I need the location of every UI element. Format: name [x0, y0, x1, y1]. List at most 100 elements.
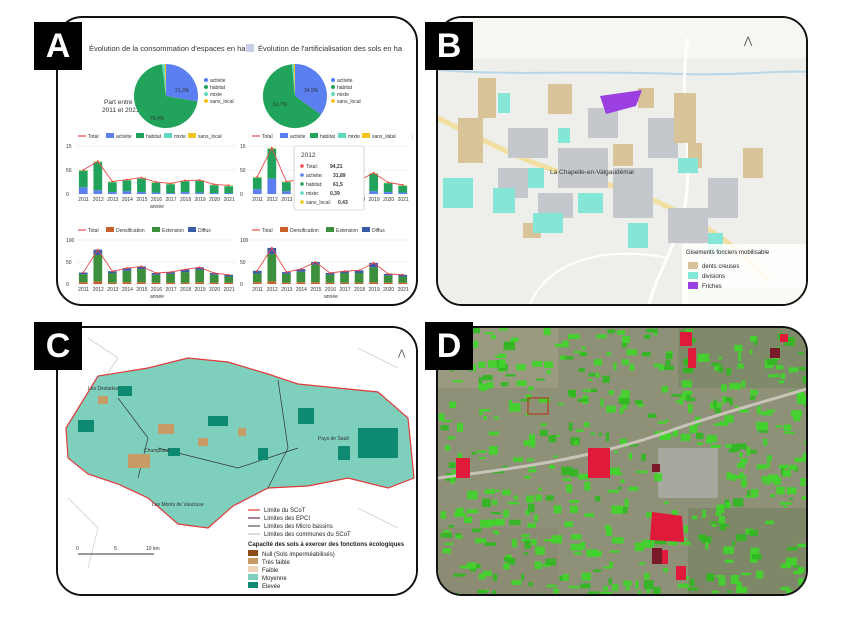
pie-left[interactable]: 21,3% 76,4%	[133, 63, 198, 129]
bar-segment[interactable]	[137, 266, 146, 270]
bar-segment[interactable]	[267, 178, 277, 194]
total-point[interactable]	[184, 179, 187, 182]
bar-segment[interactable]	[108, 192, 117, 194]
bar-segment[interactable]	[122, 282, 132, 284]
total-point[interactable]	[82, 271, 85, 274]
bar-segment[interactable]	[137, 178, 146, 193]
bar-segment[interactable]	[252, 177, 262, 190]
bar-segment[interactable]	[195, 267, 204, 270]
total-point[interactable]	[401, 273, 404, 276]
total-point[interactable]	[387, 272, 390, 275]
bar-segment[interactable]	[209, 282, 219, 284]
bar-segment[interactable]	[383, 183, 393, 193]
more-menu-icon[interactable]: ⋮	[410, 134, 415, 140]
bar-segment[interactable]	[369, 173, 378, 192]
bar-segment[interactable]	[78, 282, 88, 284]
land-map[interactable]: La Chapelle-en-Valgaudémar ⋀ Gisements f…	[438, 18, 808, 306]
pie-right-slice-mixte[interactable]	[292, 64, 295, 96]
bar-segment[interactable]	[282, 182, 291, 192]
pie-right-slice-sans-local[interactable]	[293, 63, 295, 96]
total-point[interactable]	[372, 261, 375, 264]
bar-segment[interactable]	[383, 282, 393, 284]
bar-segment[interactable]	[166, 282, 175, 284]
bar-segment[interactable]	[282, 273, 291, 283]
total-point[interactable]	[169, 271, 172, 274]
bar-segment[interactable]	[267, 281, 277, 284]
total-point[interactable]	[96, 160, 99, 163]
bar-segment[interactable]	[296, 282, 306, 284]
bar-segment[interactable]	[166, 193, 175, 194]
total-point[interactable]	[140, 265, 143, 268]
bar-segment[interactable]	[122, 191, 132, 194]
total-point[interactable]	[213, 183, 216, 186]
total-point[interactable]	[329, 272, 331, 274]
bar-segment[interactable]	[151, 182, 161, 193]
total-point[interactable]	[401, 183, 404, 186]
bar-segment[interactable]	[354, 282, 364, 284]
total-point[interactable]	[125, 178, 128, 181]
bar-segment[interactable]	[398, 192, 408, 194]
total-point[interactable]	[387, 181, 390, 184]
bar-segment[interactable]	[311, 282, 320, 284]
bar-segment[interactable]	[108, 182, 117, 193]
bar-segment[interactable]	[383, 192, 393, 194]
bar-segment[interactable]	[180, 192, 190, 194]
bar-segment[interactable]	[180, 272, 190, 283]
pie-right-slice-habitat[interactable]	[262, 64, 321, 129]
bar-segment[interactable]	[195, 192, 204, 194]
total-point[interactable]	[169, 182, 172, 185]
bar-segment[interactable]	[252, 282, 262, 284]
total-point[interactable]	[198, 266, 201, 269]
total-point[interactable]	[285, 271, 288, 274]
bar-segment[interactable]	[151, 274, 161, 283]
bar-segment[interactable]	[267, 254, 277, 282]
chart-artificialisation-by-mode[interactable]: 100 50 0 2011 2012 2013 2014 2015 2016 2017 2018 20…	[240, 238, 410, 300]
total-point[interactable]	[227, 184, 230, 187]
total-point[interactable]	[140, 176, 143, 179]
total-point[interactable]	[125, 267, 128, 270]
bar-segment[interactable]	[166, 184, 175, 194]
bar-segment[interactable]	[296, 271, 306, 283]
bar-segment[interactable]	[108, 282, 117, 284]
bar-segment[interactable]	[137, 282, 146, 284]
pie-left-slice-habitat[interactable]	[133, 64, 198, 129]
export-icon[interactable]: ⇩	[388, 134, 392, 140]
total-point[interactable]	[96, 248, 99, 251]
bar-segment[interactable]	[122, 270, 132, 283]
bar-segment[interactable]	[311, 262, 320, 265]
total-point[interactable]	[198, 179, 201, 182]
total-point[interactable]	[343, 270, 346, 273]
bar-segment[interactable]	[398, 276, 408, 283]
total-point[interactable]	[256, 269, 259, 272]
aerial-map[interactable]	[438, 328, 808, 596]
bar-segment[interactable]	[93, 162, 103, 191]
total-point[interactable]	[184, 268, 187, 271]
bar-segment[interactable]	[267, 148, 277, 179]
bar-segment[interactable]	[209, 193, 219, 194]
total-point[interactable]	[358, 269, 361, 272]
total-point[interactable]	[227, 273, 230, 276]
bar-segment[interactable]	[78, 274, 88, 283]
bar-segment[interactable]	[122, 180, 132, 192]
bar-segment[interactable]	[224, 282, 234, 284]
bar-segment[interactable]	[369, 262, 378, 268]
pie-left-slice-mixte[interactable]	[162, 64, 166, 96]
scot-territory[interactable]	[65, 357, 415, 529]
pie-left-slice-sans-local[interactable]	[164, 63, 166, 96]
bar-segment[interactable]	[180, 181, 190, 193]
bar-segment[interactable]	[166, 273, 175, 283]
bar-segment[interactable]	[282, 191, 291, 194]
total-point[interactable]	[270, 246, 273, 249]
bar-segment[interactable]	[151, 192, 161, 194]
friche-parcel[interactable]	[600, 90, 642, 114]
red-parcels[interactable]	[456, 332, 788, 580]
total-point[interactable]	[285, 180, 288, 183]
total-point[interactable]	[155, 181, 157, 183]
bar-segment[interactable]	[209, 274, 219, 283]
total-point[interactable]	[270, 146, 273, 149]
bar-segment[interactable]	[325, 274, 335, 283]
bar-segment[interactable]	[369, 282, 378, 284]
bar-segment[interactable]	[340, 273, 349, 283]
bar-segment[interactable]	[93, 254, 103, 282]
total-point[interactable]	[256, 175, 259, 178]
